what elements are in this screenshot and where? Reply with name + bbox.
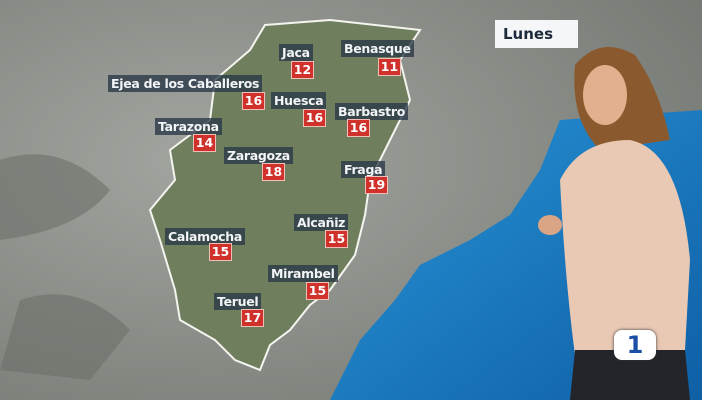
temperature-badge: 16: [303, 109, 326, 127]
city-name: Jaca: [279, 44, 313, 61]
temperature-badge: 11: [378, 58, 401, 76]
city-name: Tarazona: [155, 118, 222, 135]
mountain-shading: [0, 154, 130, 380]
temperature-badge: 15: [209, 243, 232, 261]
city-name: Huesca: [271, 92, 327, 109]
channel-logo: 1: [614, 330, 656, 360]
city-name: Barbastro: [335, 103, 408, 120]
city-name: Benasque: [341, 40, 414, 57]
temperature-badge: 16: [347, 119, 370, 137]
temperature-badge: 12: [291, 61, 314, 79]
temperature-badge: 18: [262, 163, 285, 181]
presenter: [538, 47, 690, 400]
temperature-badge: 15: [325, 230, 348, 248]
city-name: Mirambel: [268, 265, 338, 282]
city-name: Zaragoza: [224, 147, 293, 164]
temperature-badge: 15: [306, 282, 329, 300]
city-name: Fraga: [341, 161, 386, 178]
city-name: Alcañiz: [294, 214, 349, 231]
city-name: Ejea de los Caballeros: [108, 75, 263, 92]
city-name: Teruel: [214, 293, 262, 310]
city-name: Calamocha: [165, 228, 245, 245]
day-label: Lunes: [495, 20, 578, 48]
temperature-badge: 17: [241, 309, 264, 327]
temperature-badge: 16: [242, 92, 265, 110]
temperature-badge: 14: [193, 134, 216, 152]
temperature-badge: 19: [365, 176, 388, 194]
